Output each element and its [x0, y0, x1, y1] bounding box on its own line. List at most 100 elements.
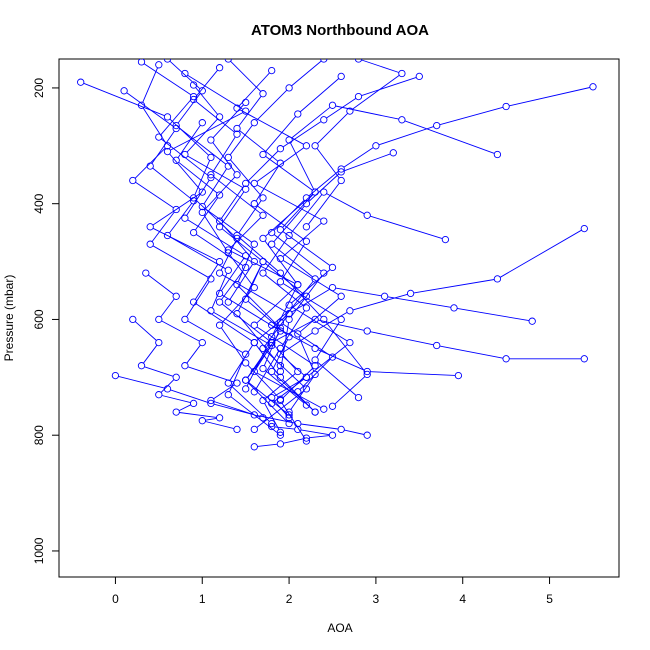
data-point	[111, 371, 120, 380]
data-point	[172, 121, 180, 130]
data-point	[259, 257, 267, 266]
data-point	[155, 338, 163, 347]
data-point	[337, 315, 345, 324]
data-point	[580, 355, 588, 363]
series-line	[134, 67, 279, 434]
data-point	[320, 188, 328, 196]
data-point	[337, 72, 345, 81]
data-point	[120, 87, 128, 95]
series-line	[177, 125, 288, 422]
data-point	[528, 317, 536, 325]
data-point	[320, 116, 328, 124]
data-point	[346, 307, 354, 315]
data-point	[250, 240, 258, 248]
data-point	[137, 59, 146, 66]
data-point	[155, 391, 163, 399]
data-point	[259, 396, 267, 405]
series-line	[273, 153, 391, 390]
data-point	[215, 257, 224, 266]
data-point	[250, 388, 258, 396]
data-point	[328, 431, 337, 439]
data-point	[354, 59, 363, 63]
data-point	[268, 419, 276, 428]
data-series	[181, 81, 319, 416]
data-point	[311, 315, 319, 324]
x-tick-label: 4	[459, 592, 466, 606]
data-point	[276, 373, 285, 381]
data-point	[285, 411, 293, 419]
data-point	[268, 393, 276, 402]
data-point	[242, 263, 250, 272]
data-point	[320, 315, 328, 324]
data-point	[233, 231, 241, 240]
data-point	[250, 257, 258, 266]
data-point	[259, 90, 267, 98]
data-point	[294, 330, 302, 338]
data-point	[250, 411, 258, 419]
data-point	[302, 385, 311, 393]
data-point	[328, 283, 337, 292]
data-point	[146, 223, 154, 231]
data-point	[189, 399, 198, 408]
y-axis-label: Pressure (mbar)	[2, 275, 16, 362]
y-tick-label: 400	[32, 193, 46, 213]
data-point	[328, 402, 337, 410]
series-line	[255, 287, 530, 411]
series-line	[229, 60, 366, 405]
data-point	[189, 228, 198, 237]
data-point	[311, 344, 319, 353]
data-point	[172, 373, 180, 381]
data-point	[433, 341, 441, 350]
data-point	[233, 130, 241, 138]
data-point	[346, 338, 354, 347]
x-tick-label: 2	[286, 592, 293, 606]
data-point	[181, 69, 189, 78]
series-line	[221, 76, 417, 300]
data-point	[163, 385, 172, 393]
data-point	[311, 356, 319, 364]
data-series	[250, 283, 536, 416]
data-point	[224, 153, 232, 162]
data-point	[215, 321, 224, 329]
data-point	[207, 153, 215, 162]
data-point	[285, 231, 293, 240]
data-point	[285, 136, 293, 144]
data-point	[285, 333, 293, 341]
data-point	[454, 371, 463, 380]
data-point	[181, 362, 189, 370]
data-point	[163, 113, 172, 121]
data-point	[363, 431, 371, 439]
data-series	[224, 59, 371, 410]
data-point	[285, 84, 293, 92]
data-point	[224, 298, 232, 306]
data-point	[363, 367, 371, 376]
data-point	[207, 307, 215, 315]
data-point	[233, 425, 241, 434]
data-point	[224, 59, 232, 63]
data-point	[129, 315, 137, 324]
data-point	[294, 425, 302, 434]
data-point	[580, 224, 588, 233]
data-point	[224, 391, 232, 399]
data-point	[276, 324, 285, 332]
data-point	[224, 266, 232, 274]
data-point	[372, 142, 380, 150]
data-point	[337, 176, 345, 185]
data-series	[142, 269, 267, 422]
data-point	[242, 185, 250, 193]
data-point	[354, 92, 363, 101]
data-point	[268, 422, 276, 431]
data-point	[328, 263, 337, 272]
data-point	[259, 194, 267, 202]
data-point	[137, 362, 146, 370]
y-axis: 200 400 600 800 1000	[32, 78, 60, 564]
data-point	[320, 269, 328, 277]
data-point	[302, 304, 311, 312]
data-point	[155, 315, 163, 324]
data-point	[181, 214, 189, 222]
data-point	[276, 395, 285, 403]
data-point	[302, 200, 311, 208]
data-point	[224, 249, 232, 257]
data-point	[198, 338, 206, 347]
series-line	[126, 92, 287, 414]
